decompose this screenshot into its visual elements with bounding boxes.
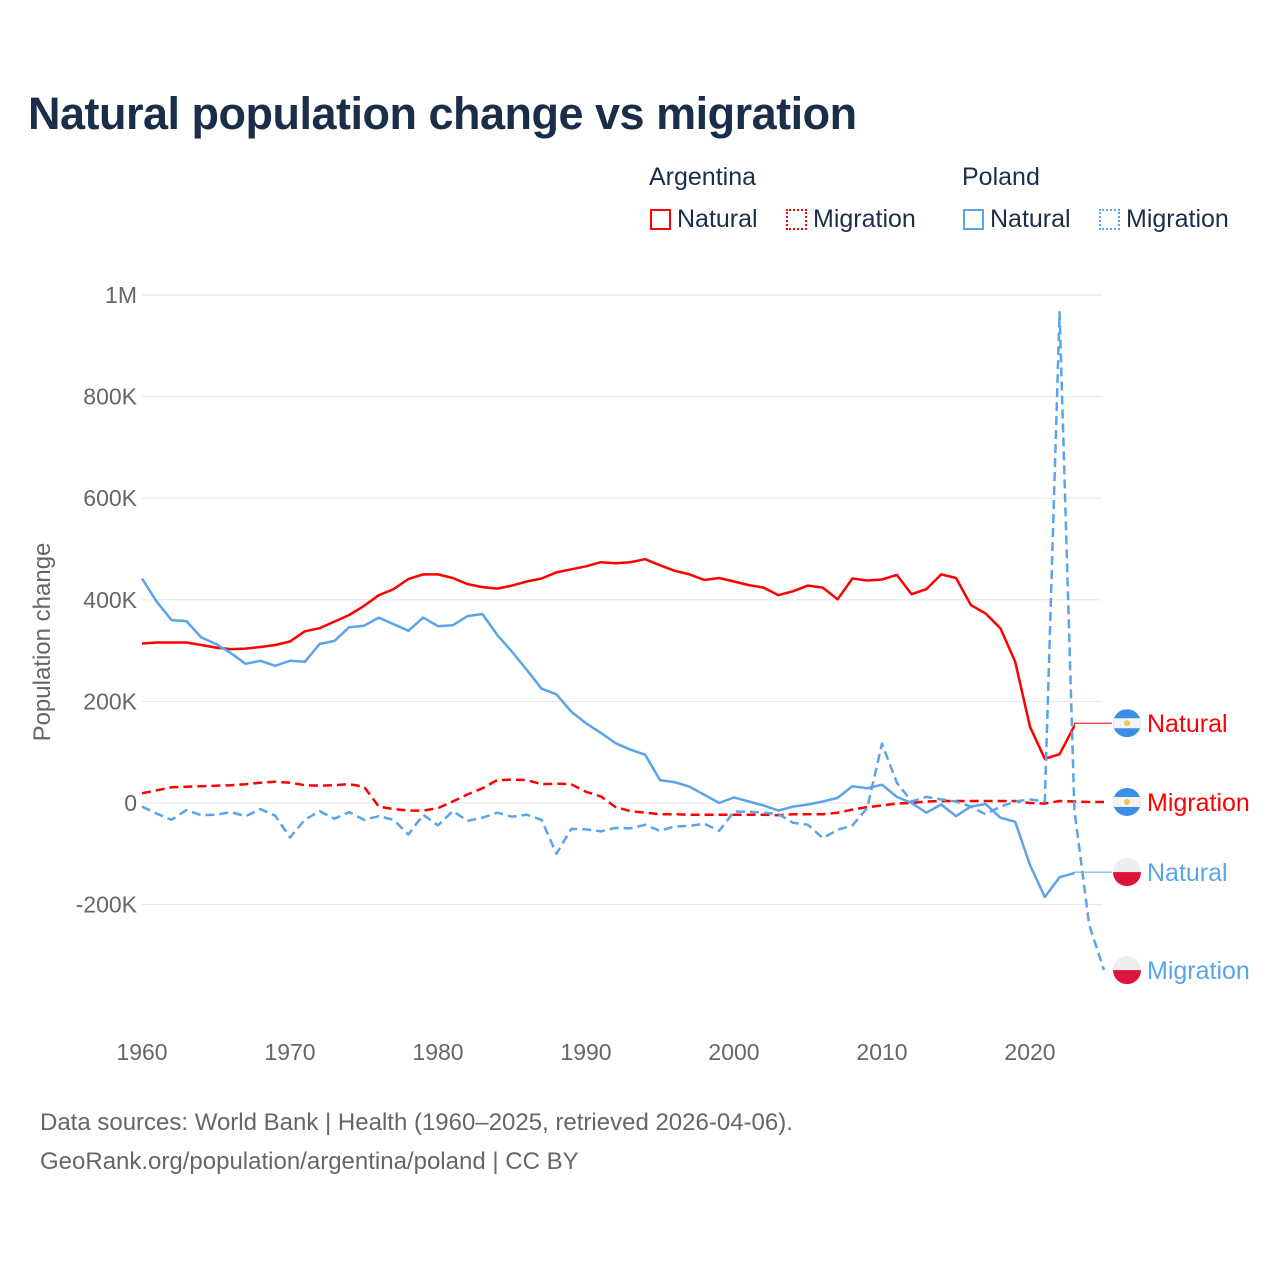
- end-label-argentina-migration: Migration: [1147, 789, 1250, 817]
- legend-label: Natural: [677, 205, 758, 233]
- y-tick-label: 600K: [83, 485, 137, 511]
- label-leader-line: [1073, 722, 1112, 726]
- x-tick-label: 2020: [1004, 1039, 1055, 1065]
- flag-sun: [1124, 798, 1130, 805]
- end-label-poland-migration: Migration: [1147, 957, 1250, 985]
- flag-poland-icon: [1113, 956, 1141, 985]
- y-tick-label: 1M: [105, 282, 137, 308]
- source-line-1: Data sources: World Bank | Health (1960–…: [40, 1109, 793, 1136]
- legend-swatch-solid: [963, 209, 984, 230]
- legend-swatch-solid: [650, 209, 671, 230]
- flag-sun: [1124, 720, 1130, 727]
- flag-stripe: [1113, 858, 1141, 873]
- series-line-argentina-migration: [141, 778, 1104, 817]
- end-label-poland-natural: Natural: [1147, 859, 1228, 887]
- legend-label: Migration: [1126, 205, 1229, 233]
- legend-item-poland-migration[interactable]: Migration: [1099, 205, 1229, 234]
- y-tick-label: 0: [124, 790, 137, 816]
- flag-stripe: [1113, 970, 1141, 985]
- label-leader-line: [1073, 871, 1112, 874]
- x-tick-label: 1960: [116, 1039, 167, 1065]
- legend-label: Migration: [813, 205, 916, 233]
- legend-group-argentina: Argentina: [649, 163, 757, 191]
- legend-item-argentina-natural[interactable]: Natural: [650, 205, 758, 234]
- y-axis-label: Population change: [29, 543, 56, 742]
- y-tick-label: 400K: [83, 587, 137, 613]
- y-tick-label: 200K: [83, 688, 137, 714]
- flag-stripe: [1113, 872, 1141, 887]
- x-tick-label: 1980: [412, 1039, 463, 1065]
- x-tick-label: 2000: [708, 1039, 759, 1065]
- legend-item-poland-natural[interactable]: Natural: [963, 205, 1071, 234]
- legend-label: Natural: [990, 205, 1071, 233]
- x-tick-label: 1970: [264, 1039, 315, 1065]
- flag-argentina-icon: [1113, 787, 1141, 816]
- legend-item-argentina-migration[interactable]: Migration: [786, 205, 916, 234]
- flag-poland-icon: [1113, 858, 1141, 887]
- flag-stripe: [1113, 956, 1141, 971]
- end-label-argentina-natural: Natural: [1147, 710, 1228, 738]
- series-line-poland-migration: [141, 311, 1106, 971]
- series-line-poland-natural: [140, 577, 1075, 899]
- legend-swatch-dotted: [786, 209, 807, 230]
- x-tick-label: 2010: [856, 1039, 907, 1065]
- y-tick-label: -200K: [76, 892, 138, 918]
- source-line-2[interactable]: GeoRank.org/population/argentina/poland …: [40, 1148, 579, 1175]
- y-tick-label: 800K: [83, 384, 137, 410]
- flag-argentina-icon: [1113, 709, 1141, 738]
- series-line-argentina-natural: [141, 557, 1076, 761]
- legend-group-poland: Poland: [962, 163, 1040, 191]
- legend-swatch-dotted: [1099, 209, 1120, 230]
- x-tick-label: 1990: [560, 1039, 611, 1065]
- chart-title: Natural population change vs migration: [28, 88, 857, 139]
